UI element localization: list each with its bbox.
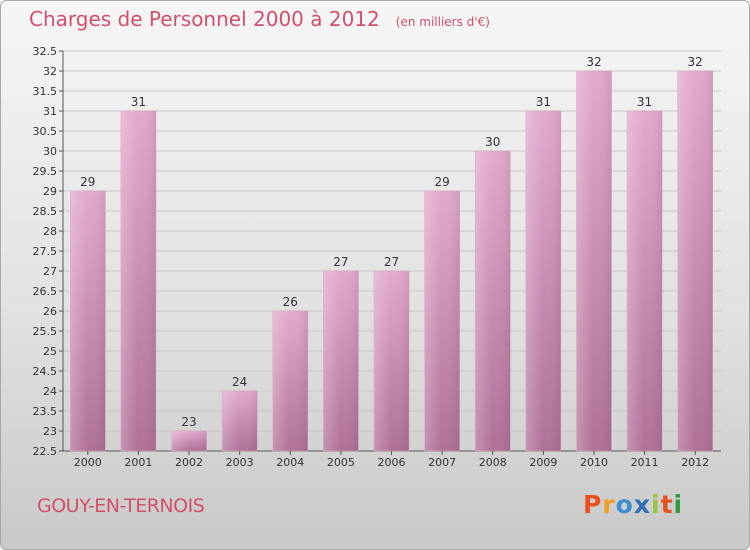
bar-value-label: 24 — [232, 375, 247, 389]
y-tick-label: 28 — [43, 225, 57, 238]
bar-shade — [374, 271, 409, 451]
bar-value-label: 31 — [536, 95, 551, 109]
bar-shade — [222, 391, 258, 451]
x-tick-label: 2003 — [226, 456, 254, 469]
logo-letter: P — [583, 490, 603, 519]
x-tick-label: 2006 — [378, 456, 406, 469]
bar-shade — [323, 271, 359, 451]
bar-value-label: 30 — [485, 135, 500, 149]
bar-shade — [475, 151, 511, 451]
y-tick-label: 29.5 — [33, 165, 58, 178]
bar-value-label: 23 — [181, 415, 196, 429]
x-tick-label: 2008 — [479, 456, 507, 469]
logo-letter: x — [633, 490, 651, 519]
logo-letter: i — [673, 490, 684, 519]
x-tick-label: 2000 — [74, 456, 102, 469]
bar-value-label: 27 — [333, 255, 348, 269]
y-tick-label: 27 — [43, 265, 57, 278]
bar-shade — [627, 111, 663, 451]
bar-shade — [576, 71, 612, 451]
bar-shade — [525, 111, 561, 451]
x-tick-label: 2001 — [124, 456, 152, 469]
logo-letter: o — [615, 490, 634, 519]
y-tick-label: 23 — [43, 425, 57, 438]
y-tick-label: 26.5 — [33, 285, 58, 298]
x-tick-label: 2010 — [580, 456, 608, 469]
bar-shade — [272, 311, 308, 451]
bar-value-label: 32 — [586, 55, 601, 69]
bar-value-label: 29 — [80, 175, 95, 189]
bar-value-label: 29 — [434, 175, 449, 189]
bar-value-label: 31 — [131, 95, 146, 109]
bar-shade — [70, 191, 106, 451]
y-tick-label: 31.5 — [33, 85, 58, 98]
bar-shade — [424, 191, 460, 451]
bar-value-label: 32 — [688, 55, 703, 69]
bar-value-label: 27 — [384, 255, 399, 269]
y-tick-label: 30 — [43, 145, 57, 158]
chart-title: Charges de Personnel 2000 à 2012 (en mill… — [29, 7, 490, 31]
logo-letter: r — [602, 490, 616, 519]
bar-shade — [171, 431, 207, 451]
x-tick-label: 2011 — [631, 456, 659, 469]
y-tick-label: 24.5 — [33, 365, 58, 378]
chart-unit-text: (en milliers d'€) — [395, 15, 490, 29]
x-tick-label: 2012 — [681, 456, 709, 469]
y-tick-label: 30.5 — [33, 125, 58, 138]
bar-value-label: 26 — [283, 295, 298, 309]
y-tick-label: 32.5 — [33, 45, 58, 58]
y-tick-label: 25.5 — [33, 325, 58, 338]
logo-letter: i — [651, 490, 661, 519]
place-name: GOUY-EN-TERNOIS — [37, 495, 205, 517]
x-tick-label: 2007 — [428, 456, 456, 469]
proxiti-logo: Proxiti — [583, 490, 683, 519]
bar-shade — [677, 71, 713, 451]
y-tick-label: 23.5 — [33, 405, 58, 418]
logo-letter: t — [660, 490, 674, 519]
y-tick-label: 29 — [43, 185, 57, 198]
x-tick-label: 2009 — [529, 456, 557, 469]
y-tick-label: 25 — [43, 345, 57, 358]
bar-shade — [120, 111, 156, 451]
x-tick-label: 2002 — [175, 456, 203, 469]
y-tick-label: 31 — [43, 105, 57, 118]
y-tick-label: 26 — [43, 305, 57, 318]
y-tick-label: 28.5 — [33, 205, 58, 218]
x-tick-label: 2004 — [276, 456, 304, 469]
y-tick-label: 22.5 — [33, 445, 58, 458]
y-tick-label: 32 — [43, 65, 57, 78]
y-tick-label: 27.5 — [33, 245, 58, 258]
bar-value-label: 31 — [637, 95, 652, 109]
chart-title-text: Charges de Personnel 2000 à 2012 — [29, 7, 380, 31]
x-tick-label: 2005 — [327, 456, 355, 469]
y-tick-label: 24 — [43, 385, 57, 398]
